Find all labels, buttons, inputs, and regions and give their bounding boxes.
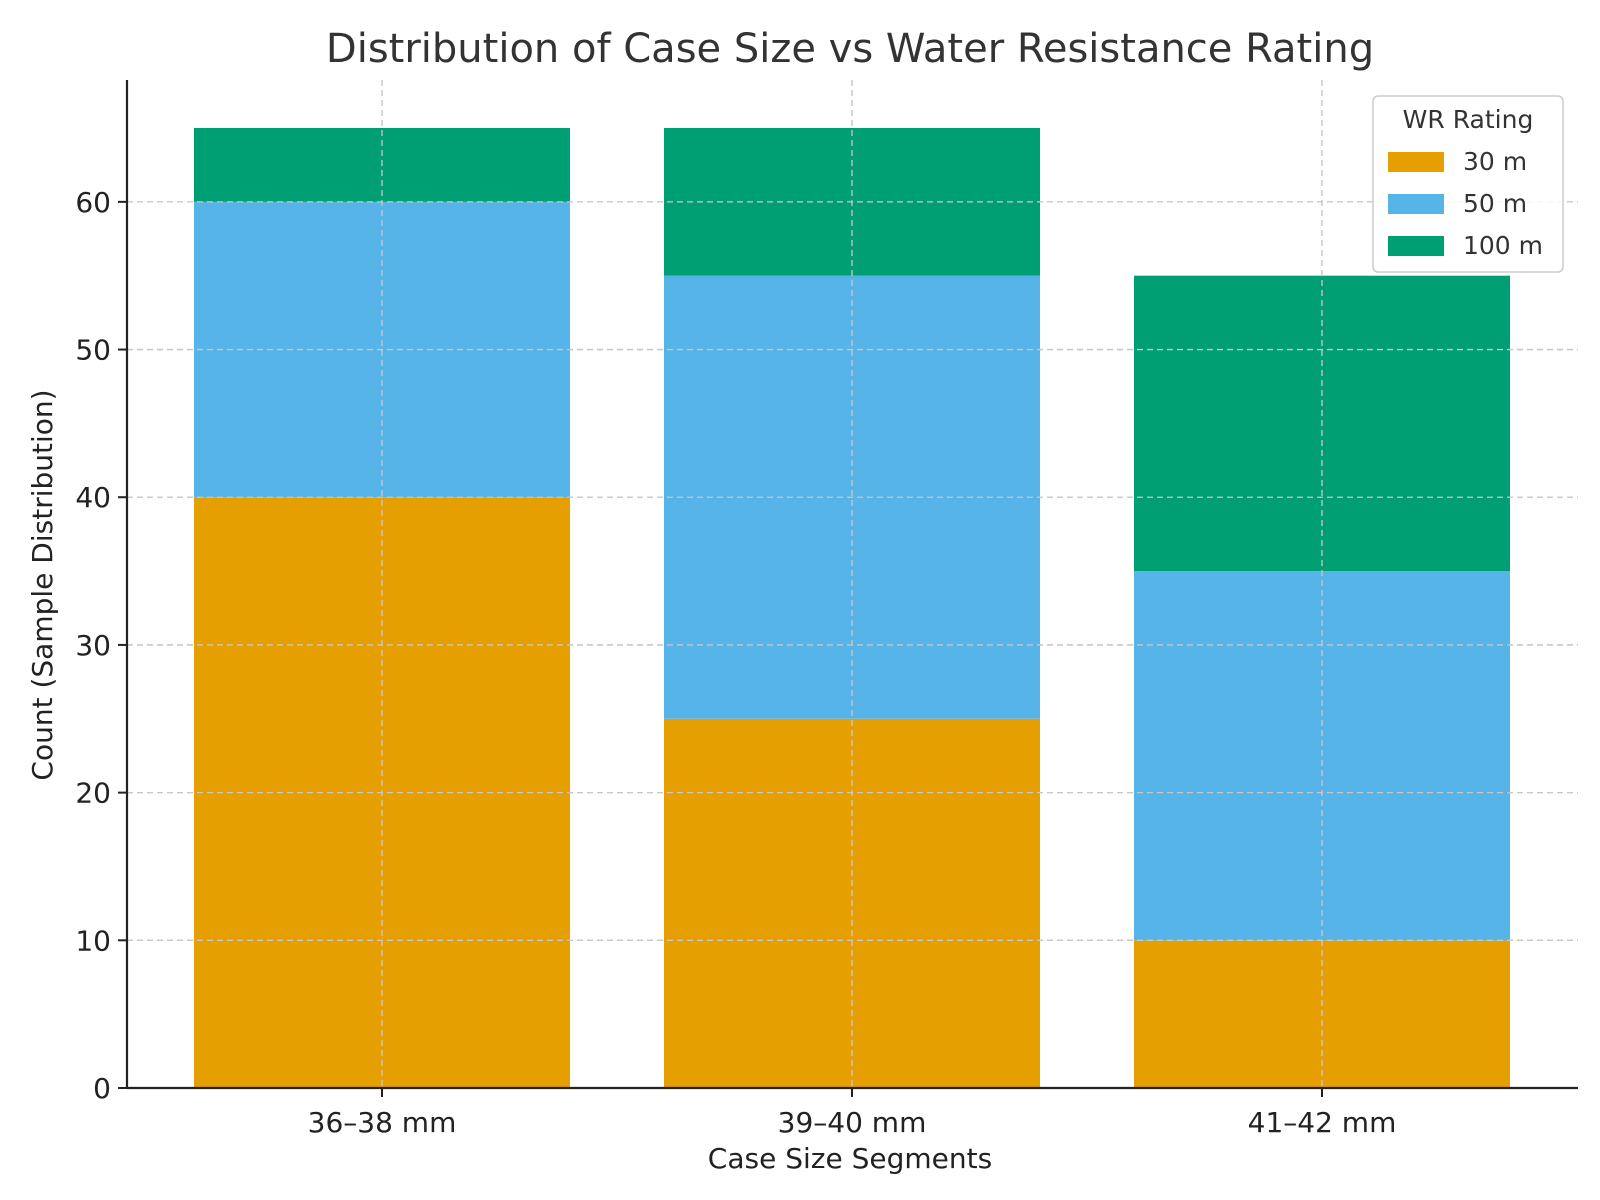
y-tick-label: 60 bbox=[75, 186, 111, 219]
legend-label: 50 m bbox=[1463, 189, 1527, 218]
axes bbox=[118, 80, 1578, 1097]
y-tick-label: 40 bbox=[75, 481, 111, 514]
y-tick-label: 30 bbox=[75, 629, 111, 662]
bars bbox=[127, 80, 1578, 1088]
tick-labels: 0 10 20 30 40 50 60 36–38 mm 39–40 mm 41–42 mm bbox=[75, 186, 1396, 1139]
legend-label: 100 m bbox=[1463, 231, 1543, 260]
legend-swatch bbox=[1388, 236, 1444, 256]
chart-title: Distribution of Case Size vs Water Resis… bbox=[326, 26, 1374, 72]
y-tick-label: 10 bbox=[75, 924, 111, 957]
legend-swatch bbox=[1388, 152, 1444, 172]
x-tick-label: 41–42 mm bbox=[1248, 1106, 1397, 1139]
legend-title: WR Rating bbox=[1403, 105, 1534, 134]
x-tick-label: 39–40 mm bbox=[778, 1106, 927, 1139]
y-tick-label: 0 bbox=[93, 1072, 111, 1105]
legend-swatch bbox=[1388, 194, 1444, 214]
y-tick-label: 20 bbox=[75, 777, 111, 810]
legend: WR Rating 30 m 50 m 100 m bbox=[1372, 95, 1564, 273]
x-axis-label: Case Size Segments bbox=[708, 1142, 992, 1175]
x-tick-label: 36–38 mm bbox=[308, 1106, 457, 1139]
legend-box bbox=[1372, 95, 1564, 273]
legend-label: 30 m bbox=[1463, 147, 1527, 176]
y-tick-label: 50 bbox=[75, 334, 111, 367]
y-axis-label: Count (Sample Distribution) bbox=[26, 389, 59, 780]
